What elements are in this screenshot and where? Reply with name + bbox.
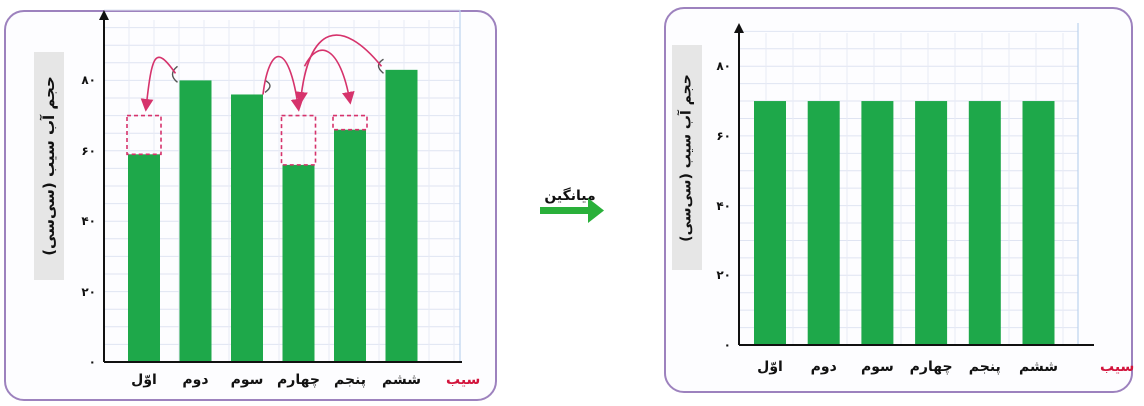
left-transfer-arrow [295, 34, 383, 105]
left-bar [385, 69, 418, 362]
left-bar [231, 94, 263, 362]
left-y-tick-label: ۲۰ [81, 284, 96, 299]
left-target-outline [126, 114, 162, 156]
right-bar [754, 101, 786, 345]
left-transfer-arrow [140, 56, 177, 112]
left-bar [179, 80, 212, 363]
left-bar [282, 164, 315, 362]
left-ylabel-box [34, 52, 64, 280]
left-bar [128, 154, 160, 362]
left-category-label: سوم [230, 372, 264, 388]
left-y-axis-arrow [99, 10, 109, 20]
right-bar [1022, 101, 1055, 345]
left-y-tick-label: ۶۰ [81, 143, 96, 158]
right-bar [861, 101, 894, 345]
right-category-label: اوّل [757, 359, 783, 375]
left-target-outline [280, 114, 317, 166]
right-y-tick-label: ۸۰ [716, 59, 731, 74]
left-category-label: دوم [182, 372, 209, 388]
left-y-tick-label: ۴۰ [81, 214, 96, 229]
right-x-axis-label: سیب [1100, 359, 1135, 375]
right-chart-frame [664, 7, 1133, 393]
right-y-tick-label: ۶۰ [716, 128, 731, 143]
average-label: میانگین [544, 188, 596, 204]
left-category-label: پنجم [333, 372, 367, 388]
right-y-tick-label: ۰ [723, 338, 731, 352]
right-bar [807, 101, 840, 345]
left-transfer-arrow [303, 49, 355, 105]
right-category-label: چهارم [909, 359, 953, 375]
average-arrow-head [588, 198, 604, 223]
average-arrow-shaft [540, 207, 592, 214]
left-category-label: اوّل [131, 372, 157, 388]
right-category-label: دوم [810, 359, 837, 375]
right-bar [915, 101, 948, 345]
left-x-axis-label: سیب [446, 372, 481, 388]
left-y-tick-label: ۸۰ [81, 73, 96, 88]
right-y-tick-label: ۲۰ [716, 268, 731, 283]
left-excess-brace [377, 58, 384, 74]
left-bar [334, 129, 366, 362]
right-y-axis-arrow [734, 23, 744, 33]
right-category-label: ششم [1019, 359, 1058, 375]
left-transfer-arrow [262, 55, 304, 112]
left-excess-brace [171, 65, 178, 83]
right-category-label: سوم [860, 359, 894, 375]
left-category-label: ششم [382, 372, 421, 388]
right-ylabel-box [672, 45, 702, 270]
right-y-tick-label: ۴۰ [716, 198, 731, 213]
left-target-outline [332, 114, 368, 131]
left-y-tick-label: ۰ [88, 355, 96, 369]
left-excess-brace [264, 79, 271, 93]
right-category-label: پنجم [968, 359, 1001, 375]
left-category-label: چهارم [277, 372, 320, 388]
right-bar [968, 101, 1001, 345]
